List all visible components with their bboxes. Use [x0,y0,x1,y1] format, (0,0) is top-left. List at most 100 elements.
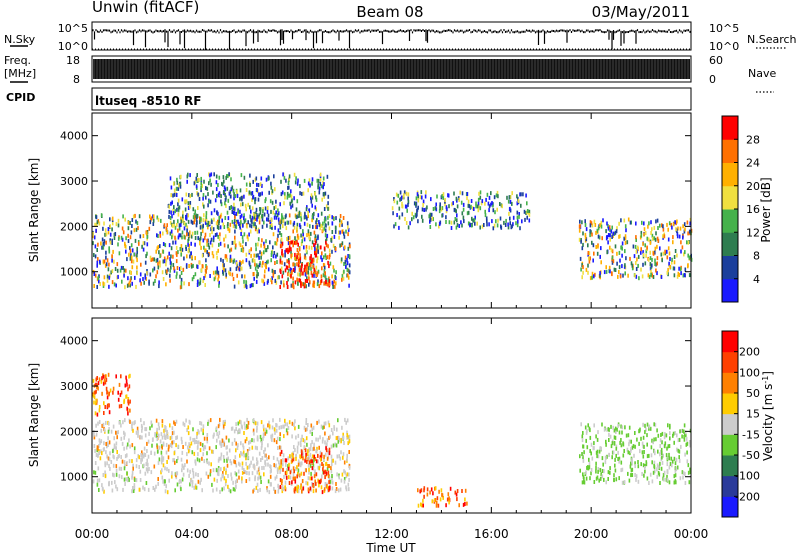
echo-cell [287,185,289,190]
echo-cell [415,202,417,206]
echo-cell [479,195,482,200]
echo-cell [650,231,652,235]
echo-cell [211,225,213,230]
echo-cell [177,444,179,449]
echo-cell [334,442,337,447]
echo-cell [327,420,330,425]
echo-cell [287,456,290,461]
echo-cell [138,455,140,460]
echo-cell [183,221,186,226]
echo-cell [180,222,182,227]
echo-cell [667,227,669,232]
echo-cell [331,249,333,254]
echo-cell [129,256,132,261]
echo-cell [280,464,282,469]
echo-cell [221,473,224,478]
echo-cell [664,441,667,446]
echo-cell [239,453,241,458]
echo-cell [202,452,204,457]
echo-cell [193,181,196,186]
echo-cell [641,220,643,225]
echo-cell [192,275,195,279]
echo-cell [122,487,124,492]
echo-cell [635,477,637,482]
echo-cell [188,264,190,268]
echo-cell [411,211,413,216]
echo-cell [319,435,321,440]
echo-cell [289,454,291,459]
echo-cell [213,208,216,213]
echo-cell [131,421,133,426]
echo-cell [620,218,622,223]
echo-cell [323,226,326,231]
echo-cell [123,466,126,471]
echo-cell [327,215,329,220]
echo-cell [253,431,255,436]
echo-cell [199,421,201,425]
echo-cell [273,206,275,211]
echo-cell [340,243,343,247]
echo-cell [667,267,669,272]
echo-cell [222,471,224,475]
echo-cell [168,204,170,209]
echo-cell [333,268,335,273]
echo-cell [688,229,691,234]
echo-cell [156,215,159,220]
echo-cell [585,227,588,232]
echo-cell [288,193,290,198]
echo-cell [279,469,281,474]
echo-cell [198,458,201,463]
echo-cell [276,275,279,280]
echo-cell [689,470,692,474]
echo-cell [298,247,301,252]
echo-cell [138,214,141,219]
echo-cell [174,209,176,214]
echo-cell [179,274,181,279]
echo-cell [246,452,248,457]
echo-cell [234,480,237,485]
echo-cell [187,236,190,241]
echo-cell [660,466,663,471]
echo-cell [179,181,182,186]
echo-cell [108,427,110,431]
echo-cell [163,223,166,228]
echo-cell [249,284,252,289]
echo-cell [631,457,633,462]
echo-cell [493,223,496,228]
echo-cell [151,443,153,448]
echo-cell [656,218,659,223]
echo-cell [267,259,269,264]
echo-cell [276,436,279,441]
echo-cell [645,427,647,432]
echo-cell [186,452,188,457]
echo-cell [666,477,669,482]
echo-cell [233,258,236,263]
echo-cell [340,257,343,262]
echo-cell [466,501,468,506]
echo-cell [333,279,335,284]
echo-cell [142,277,144,281]
echo-cell [259,250,261,255]
echo-cell [288,481,291,485]
echo-cell [461,223,463,228]
echo-cell [345,420,347,425]
echo-cell [320,278,323,283]
echo-cell [637,263,639,268]
echo-cell [519,192,521,197]
echo-cell [499,216,502,221]
echo-cell [182,472,185,477]
echo-cell [288,248,290,253]
echo-cell [275,204,277,209]
echo-cell [468,204,471,209]
echo-cell [211,230,213,235]
echo-cell [291,253,293,257]
echo-cell [310,423,313,428]
echo-cell [230,461,233,466]
echo-cell [236,446,239,450]
echo-cell [421,207,424,212]
echo-cell [305,480,307,485]
echo-cell [235,441,237,446]
echo-cell [322,437,324,442]
echo-cell [104,263,107,268]
echo-cell [223,243,226,248]
